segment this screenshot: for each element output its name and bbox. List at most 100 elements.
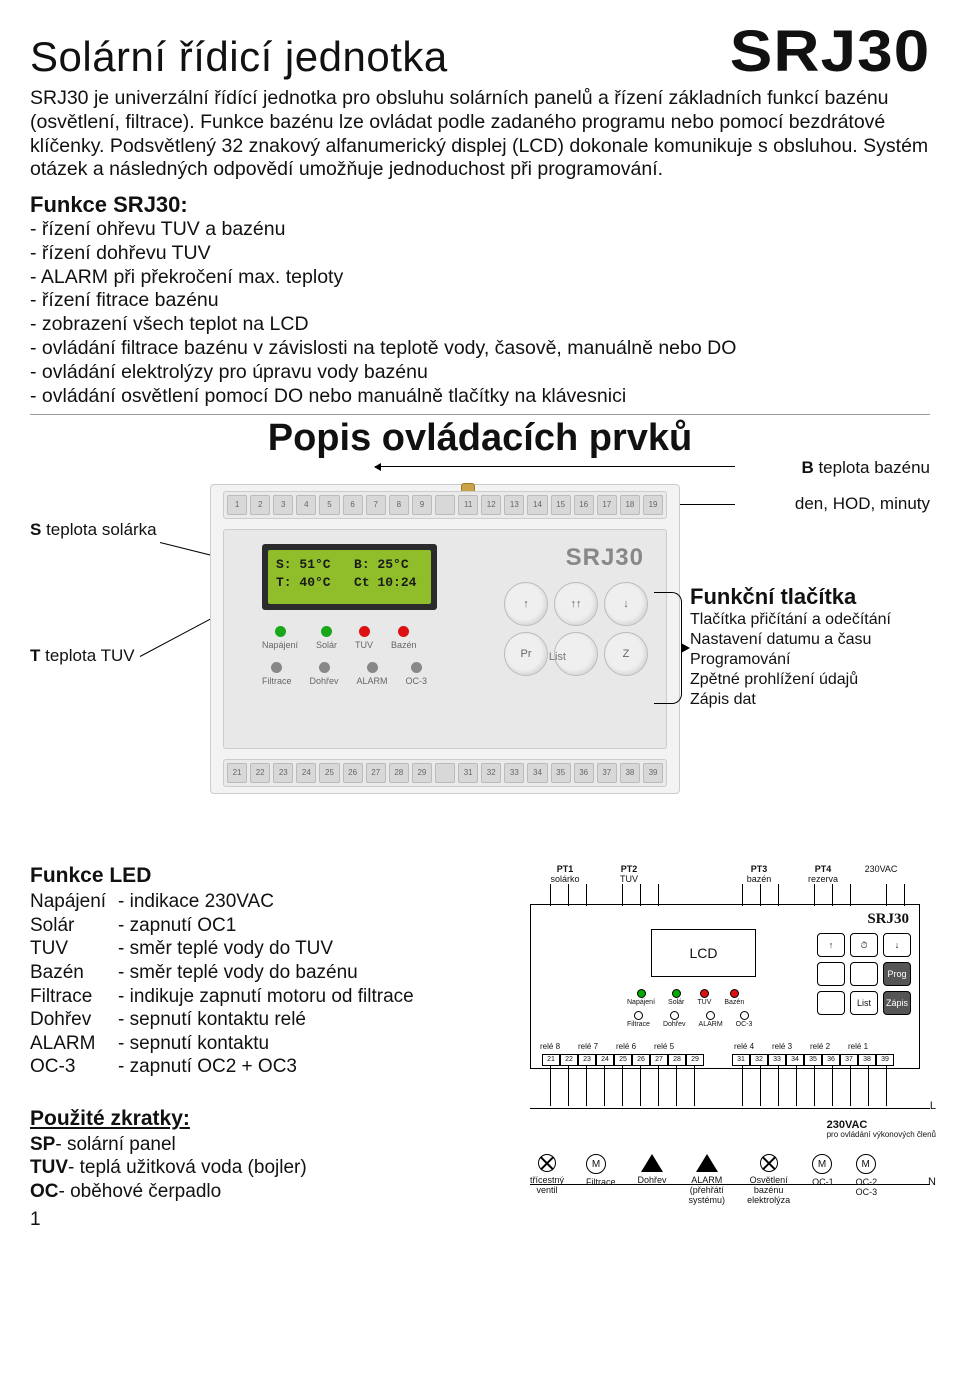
fn-line: Zápis dat [690, 690, 940, 710]
abbrev-row: OC - oběhové čerpadlo [30, 1180, 470, 1204]
round-button[interactable]: ↑ [504, 582, 548, 626]
fn-line: Programování [690, 650, 940, 670]
vac-label: 230VAC pro ovládání výkonových členů [827, 1119, 936, 1140]
callout-s: S teplota solárka [30, 520, 157, 540]
callout-time: den, HOD, minuty [795, 494, 930, 514]
fn-line: Tlačítka přičítání a odečítání [690, 610, 940, 630]
feature-item: ovládání osvětlení pomocí DO nebo manuál… [30, 385, 930, 409]
feature-item: ALARM při překročení max. teploty [30, 266, 930, 290]
device-face: S: 51°C B: 25°C T: 40°C Ct 10:24 SRJ30 ↑… [223, 529, 667, 749]
relay-label: relé 8 [540, 1042, 560, 1051]
rail-L [530, 1108, 930, 1109]
relay-label: relé 3 [772, 1042, 792, 1051]
schem-led: Bazén [724, 989, 744, 1006]
relay-label: relé 4 [734, 1042, 754, 1051]
led: OC-3 [406, 662, 428, 686]
relay-label: relé 7 [578, 1042, 598, 1051]
fn-heading: Funkční tlačítka [690, 584, 940, 610]
terminal-row-bottom: 212223242526272829313233343536373839 [223, 759, 667, 787]
schem-led: OC-3 [736, 1011, 753, 1028]
button-grid: ↑↑↑↓PrZ [504, 582, 648, 676]
feature-item: řízení fitrace bazénu [30, 289, 930, 313]
pt-label: PT1solárko [544, 864, 586, 884]
pt-label: PT4rezerva [802, 864, 844, 884]
schem-button: ↓ [883, 933, 911, 957]
model-logo: SRJ30 [729, 18, 930, 85]
callout-t: T teplota TUV [30, 646, 135, 666]
schem-component: MFiltrace [586, 1154, 616, 1187]
schem-button: Zápis [883, 991, 911, 1015]
arrow-line [375, 466, 735, 467]
lcd-display: S: 51°C B: 25°C T: 40°C Ct 10:24 [268, 550, 431, 604]
wiring-schematic: PT1solárko PT2TUV PT3bazén PT4rezerva 230VA… [490, 864, 930, 1294]
led-desc-row: Dohřev- sepnutí kontaktu relé [30, 1008, 470, 1032]
feature-item: řízení ohřevu TUV a bazénu [30, 218, 930, 242]
led-row-2: Filtrace Dohřev ALARM OC-3 [262, 662, 427, 686]
features-heading: Funkce SRJ30: [30, 192, 930, 218]
led: Filtrace [262, 662, 292, 686]
features-list: řízení ohřevu TUV a bazénuřízení dohřevu… [30, 218, 930, 408]
schem-led: Filtrace [627, 1011, 650, 1028]
label-L: L [930, 1100, 936, 1112]
schem-brand: SRJ30 [867, 911, 909, 928]
schem-button: ↑ [817, 933, 845, 957]
fn-line: Zpětné prohlížení údajů [690, 670, 940, 690]
lcd-frame: S: 51°C B: 25°C T: 40°C Ct 10:24 [262, 544, 437, 610]
schem-term-bot-b: 313233343536373839 [732, 1054, 894, 1066]
led-desc-row: ALARM- sepnutí kontaktu [30, 1032, 470, 1056]
led-desc-heading: Funkce LED [30, 864, 470, 888]
led-desc-row: Solár- zapnutí OC1 [30, 914, 470, 938]
led-row-1: NapájeníSolárTUVBazén [262, 626, 417, 650]
schem-lcd: LCD [651, 929, 756, 977]
fn-line: Nastavení datumu a času [690, 630, 940, 650]
relay-label: relé 1 [848, 1042, 868, 1051]
led-desc-row: OC-3- zapnutí OC2 + OC3 [30, 1055, 470, 1079]
led-desc-row: Filtrace- indikuje zapnutí motoru od fil… [30, 985, 470, 1009]
round-button[interactable]: Pr [504, 632, 548, 676]
feature-item: zobrazení všech teplot na LCD [30, 313, 930, 337]
abbrev-heading: Použité zkratky: [30, 1107, 470, 1131]
led-desc-row: Bazén- směr teplé vody do bazénu [30, 961, 470, 985]
relay-label: relé 6 [616, 1042, 636, 1051]
schem-button: List [850, 991, 878, 1015]
round-button[interactable]: ↑↑ [554, 582, 598, 626]
schem-component: MOC-2 OC-3 [856, 1154, 878, 1197]
vac-top-label: 230VAC [860, 864, 902, 874]
device-housing: 123456789111213141516171819 S: 51°C B: 2… [210, 484, 680, 794]
schem-term-bot-a: 212223242526272829 [542, 1054, 704, 1066]
schem-component: Dohřev [638, 1154, 667, 1185]
schem-button: Prog [883, 962, 911, 986]
schem-component: MOC-1 [812, 1154, 834, 1187]
led: TUV [355, 626, 373, 650]
round-button[interactable]: ↓ [604, 582, 648, 626]
abbrev-row: TUV- teplá užitková voda (bojler) [30, 1156, 470, 1180]
abbrev-row: SP - solární panel [30, 1133, 470, 1157]
terminal-row-top: 123456789111213141516171819 [223, 491, 667, 519]
device-figure: B teplota bazénu den, HOD, minuty S tepl… [30, 464, 930, 824]
relay-label: relé 5 [654, 1042, 674, 1051]
schem-led: Solár [668, 989, 684, 1006]
schem-button: ⏱ [850, 933, 878, 957]
relay-label: relé 2 [810, 1042, 830, 1051]
schem-led: TUV [697, 989, 711, 1006]
page-title: Solární řídicí jednotka [30, 33, 448, 81]
round-button[interactable]: Z [604, 632, 648, 676]
face-brand: SRJ30 [566, 544, 644, 572]
schem-led: Napájení [627, 989, 655, 1006]
feature-item: řízení dohřevu TUV [30, 242, 930, 266]
pt-label: PT2TUV [608, 864, 650, 884]
led: ALARM [357, 662, 388, 686]
page-number: 1 [30, 1209, 470, 1231]
feature-item: ovládání filtrace bazénu v závislosti na… [30, 337, 930, 361]
schem-component: Osvětlení bazénu elektrolýza [747, 1154, 790, 1205]
controls-heading: Popis ovládacích prvků [30, 414, 930, 460]
list-label: List [549, 650, 566, 665]
led-desc-row: TUV- směr teplé vody do TUV [30, 937, 470, 961]
schem-component: ALARM (přehřátí systému) [689, 1154, 726, 1205]
pt-label: PT3bazén [738, 864, 780, 884]
schem-button [817, 991, 845, 1015]
callout-b: B teplota bazénu [801, 458, 930, 478]
led: Dohřev [310, 662, 339, 686]
fn-buttons-box: Funkční tlačítka Tlačítka přičítání a od… [690, 584, 940, 710]
led-desc-row: Napájení- indikace 230VAC [30, 890, 470, 914]
